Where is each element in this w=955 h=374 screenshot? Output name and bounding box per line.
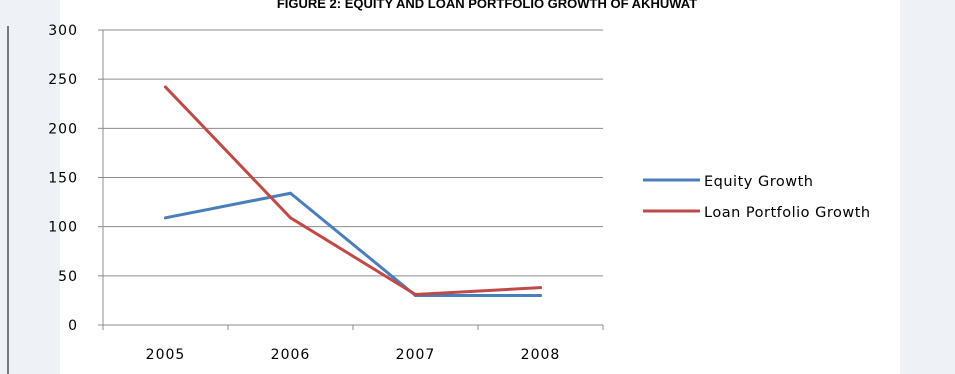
y-axis-ticks: 0 50 100 150 200 250 300 xyxy=(48,23,103,334)
y-tick-label: 50 xyxy=(58,269,78,285)
left-watermark-band xyxy=(0,0,60,374)
series-line-loan-portfolio-growth xyxy=(164,85,542,297)
data-point-equity-growth xyxy=(539,294,542,297)
x-tick-label: 2006 xyxy=(271,347,311,363)
data-point-equity-growth xyxy=(289,191,292,195)
y-tick-label: 250 xyxy=(48,72,78,88)
series-lines xyxy=(164,85,542,297)
y-tick-label: 150 xyxy=(48,171,78,187)
x-tick-label: 2005 xyxy=(146,347,186,363)
x-tick-label: 2008 xyxy=(521,347,561,363)
series-line-equity-growth xyxy=(164,191,542,297)
chart-title: FIGURE 2: EQUITY AND LOAN PORTFOLIO GROW… xyxy=(277,0,697,11)
gridlines xyxy=(103,29,603,277)
legend-label-loan-portfolio-growth: Loan Portfolio Growth xyxy=(704,205,871,221)
x-axis-ticks: 2005 2006 2007 2008 xyxy=(102,325,604,363)
right-watermark-band xyxy=(900,0,955,374)
data-point-loan-portfolio-growth xyxy=(539,286,542,290)
x-tick-label: 2007 xyxy=(396,347,436,363)
legend-label-equity-growth: Equity Growth xyxy=(704,174,813,190)
y-tick-label: 300 xyxy=(48,23,78,39)
y-tick-label: 200 xyxy=(48,121,78,137)
legend: Equity Growth Loan Portfolio Growth xyxy=(643,174,871,221)
data-point-equity-growth xyxy=(164,216,167,220)
data-point-loan-portfolio-growth xyxy=(289,216,292,220)
data-point-loan-portfolio-growth xyxy=(164,85,167,89)
data-point-loan-portfolio-growth xyxy=(414,293,417,297)
y-tick-label: 100 xyxy=(48,220,78,236)
y-tick-label: 0 xyxy=(68,318,78,334)
